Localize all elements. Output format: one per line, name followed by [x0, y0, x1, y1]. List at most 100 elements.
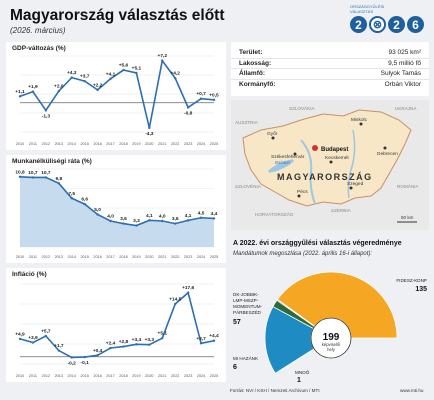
x-tick-label: 2025: [210, 255, 218, 259]
city-dot: [293, 152, 297, 156]
data-point: [31, 341, 35, 344]
x-tick-label: 2016: [93, 142, 101, 146]
data-label: -1,3: [42, 113, 51, 119]
pie-center-value: 199: [323, 332, 340, 343]
data-label: 10,8: [15, 169, 25, 175]
capital-label: Budapest: [321, 147, 348, 153]
data-label: +3,3: [145, 337, 155, 343]
data-label: +14,5: [169, 297, 181, 303]
x-tick-label: 2017: [106, 374, 114, 378]
data-label: -0,2: [68, 360, 77, 366]
inflation-line: [19, 291, 215, 359]
data-point: [186, 106, 190, 109]
data-point: [122, 345, 125, 348]
data-label: +0,5: [209, 92, 219, 98]
city-label: Kecskemét: [325, 155, 349, 161]
data-label: +5,7: [41, 329, 51, 335]
data-label: +1,9: [28, 84, 38, 90]
x-tick-label: 2015: [80, 374, 88, 378]
election-subtitle: Mandátumok megoszlása (2022. április 16-…: [233, 251, 373, 257]
slice-label: LMP-MSZP-: [233, 298, 259, 303]
data-point: [174, 222, 177, 225]
city-label: Pécs: [297, 189, 308, 195]
city-dot: [349, 186, 353, 190]
logo-caption-2: VÁLASZTÁS: [350, 9, 374, 14]
data-point: [83, 355, 86, 359]
x-tick-label: 2022: [171, 255, 179, 259]
data-label: 7,5: [68, 191, 75, 197]
x-tick-label: 2014: [68, 374, 76, 378]
page-subtitle: (2026. március): [10, 26, 66, 35]
election-title: A 2022. évi országgyűlési választás vége…: [233, 240, 402, 247]
x-tick-label: 2021: [158, 142, 166, 146]
data-label: +1,1: [15, 89, 25, 95]
gdp-chart-panel: GDP-változás (%) +1,1 +1,9 -1,3 +2,0 +4,3 +3,…: [6, 42, 226, 150]
x-tick-label: 2018: [119, 142, 127, 146]
city-dot: [297, 194, 301, 198]
data-point: [96, 88, 99, 92]
slice-label: MOMENTUM-: [233, 304, 263, 309]
logo-digit-4: 6: [407, 16, 424, 33]
x-tick-label: 2019: [132, 142, 140, 146]
data-point: [57, 349, 60, 352]
data-point: [174, 77, 177, 80]
fact-row-head-of-state: Államfő: Sulyok Tamás: [231, 69, 429, 80]
data-label: 4,5: [198, 210, 205, 216]
neighbor-label: HORVÁTORSZÁG: [255, 211, 294, 217]
data-label: +2,4: [106, 341, 116, 347]
city-label: Győr: [267, 131, 278, 137]
x-tick-label: 2011: [29, 374, 37, 378]
unemployment-chart-panel: Munkanélküliségi ráta (%) 10,8 10,7 10,7 9,…: [6, 155, 226, 263]
data-point: [148, 343, 151, 346]
x-tick-label: 2010: [16, 255, 24, 259]
balaton-lake: [268, 159, 294, 173]
x-tick-label: 2022: [171, 374, 179, 378]
data-label: -0,1: [81, 360, 90, 366]
data-label: 4,1: [146, 213, 153, 219]
data-label: +2,8: [119, 339, 129, 345]
data-point: [148, 219, 151, 222]
x-tick-label: 2020: [145, 142, 153, 146]
neighbor-label: ROMÁNIA: [397, 183, 419, 189]
data-label: +7,2: [158, 53, 168, 59]
data-label: +3,7: [196, 336, 206, 342]
data-point: [212, 98, 216, 102]
data-point: [161, 59, 164, 62]
unemployment-chart-title: Munkanélküliségi ráta (%): [12, 158, 92, 165]
data-point: [212, 339, 216, 342]
data-point: [199, 216, 203, 219]
data-point: [83, 79, 86, 83]
data-point: [199, 97, 203, 100]
data-label: 4,0: [107, 214, 114, 220]
city-dot: [383, 146, 387, 150]
data-point: [174, 302, 177, 306]
data-point: [44, 109, 48, 112]
slice-value: 135: [415, 286, 427, 293]
data-label: 4,1: [185, 213, 192, 219]
hungary-shape: [242, 109, 412, 207]
logo-digit-1: 2: [350, 16, 367, 33]
data-point: [122, 222, 125, 225]
x-tick-label: 2020: [145, 374, 153, 378]
data-label: +5,6: [119, 63, 129, 69]
fact-value: 9,5 millió fő: [388, 59, 421, 67]
gdp-chart-title: GDP-változás (%): [12, 45, 66, 52]
x-tick-label: 2010: [16, 142, 24, 146]
data-label: 3,6: [172, 216, 179, 222]
data-point: [18, 175, 22, 178]
city-dot: [359, 122, 363, 126]
data-point: [122, 68, 125, 72]
data-point: [135, 343, 138, 346]
x-tick-label: 2012: [42, 255, 50, 259]
x-tick-label: 2023: [184, 374, 192, 378]
data-point: [57, 89, 60, 93]
hungary-map: Budapest MAGYARORSZÁG Miskolc Győr Debre…: [231, 100, 429, 230]
data-point: [186, 291, 190, 294]
x-tick-label: 2014: [68, 142, 76, 146]
x-tick-label: 2019: [132, 374, 140, 378]
x-tick-label: 2012: [42, 374, 50, 378]
data-label: 6,6: [81, 197, 88, 203]
data-label: 5,0: [94, 207, 101, 213]
data-point: [70, 356, 73, 359]
data-label: +4,4: [209, 333, 219, 339]
